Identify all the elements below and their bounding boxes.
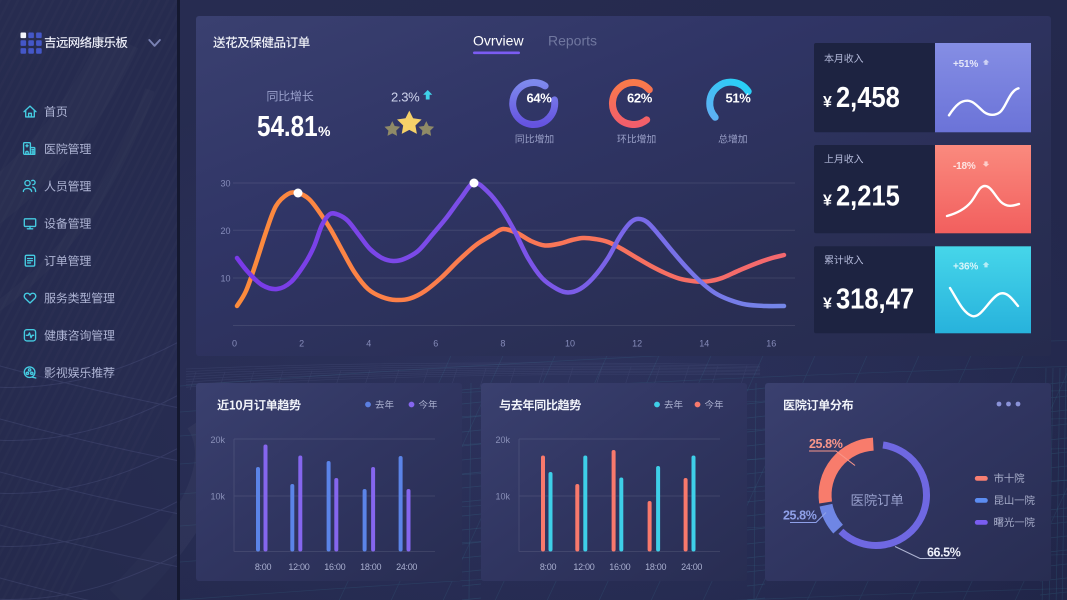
svg-text:Reports: Reports xyxy=(548,33,597,49)
svg-text:10: 10 xyxy=(220,274,230,284)
svg-text:10k: 10k xyxy=(495,492,510,502)
svg-text:8:00: 8:00 xyxy=(540,562,557,572)
svg-text:54.81: 54.81 xyxy=(257,110,318,142)
svg-text:20: 20 xyxy=(220,226,230,236)
svg-text:2: 2 xyxy=(299,339,304,349)
svg-text:51%: 51% xyxy=(725,91,751,106)
svg-text:8:00: 8:00 xyxy=(255,562,272,572)
svg-text:66.5%: 66.5% xyxy=(927,546,961,560)
svg-text:-18%: -18% xyxy=(953,161,976,172)
svg-text:Ovrview: Ovrview xyxy=(473,33,524,49)
svg-text:30: 30 xyxy=(220,179,230,189)
svg-text:64%: 64% xyxy=(526,91,552,106)
svg-text:24:00: 24:00 xyxy=(681,562,702,572)
svg-text:4: 4 xyxy=(366,339,371,349)
svg-text:16:00: 16:00 xyxy=(324,562,345,572)
svg-text:¥: ¥ xyxy=(823,296,832,313)
svg-text:¥: ¥ xyxy=(823,193,832,210)
svg-text:12: 12 xyxy=(632,339,642,349)
svg-text:25.8%: 25.8% xyxy=(809,437,843,451)
svg-text:8: 8 xyxy=(500,339,505,349)
svg-text:¥: ¥ xyxy=(823,94,832,111)
svg-text:16:00: 16:00 xyxy=(609,562,630,572)
svg-text:18:00: 18:00 xyxy=(645,562,666,572)
svg-text:12:00: 12:00 xyxy=(573,562,594,572)
svg-text:2,215: 2,215 xyxy=(836,179,900,212)
svg-text:10k: 10k xyxy=(210,492,225,502)
svg-text:25.8%: 25.8% xyxy=(783,509,817,523)
svg-text:14: 14 xyxy=(699,339,709,349)
svg-text:62%: 62% xyxy=(627,91,653,106)
svg-text:%: % xyxy=(318,123,331,139)
svg-text:2.3%: 2.3% xyxy=(391,90,420,105)
svg-text:16: 16 xyxy=(766,339,776,349)
svg-text:18:00: 18:00 xyxy=(360,562,381,572)
svg-text:+36%: +36% xyxy=(953,262,978,273)
svg-text:24:00: 24:00 xyxy=(396,562,417,572)
svg-text:20k: 20k xyxy=(210,435,225,445)
svg-text:20k: 20k xyxy=(495,435,510,445)
svg-text:+51%: +51% xyxy=(953,59,978,70)
svg-text:2,458: 2,458 xyxy=(836,80,900,113)
svg-text:6: 6 xyxy=(433,339,438,349)
svg-text:0: 0 xyxy=(232,339,237,349)
svg-text:12:00: 12:00 xyxy=(288,562,309,572)
svg-text:10: 10 xyxy=(565,339,575,349)
svg-text:318,47: 318,47 xyxy=(836,282,914,315)
